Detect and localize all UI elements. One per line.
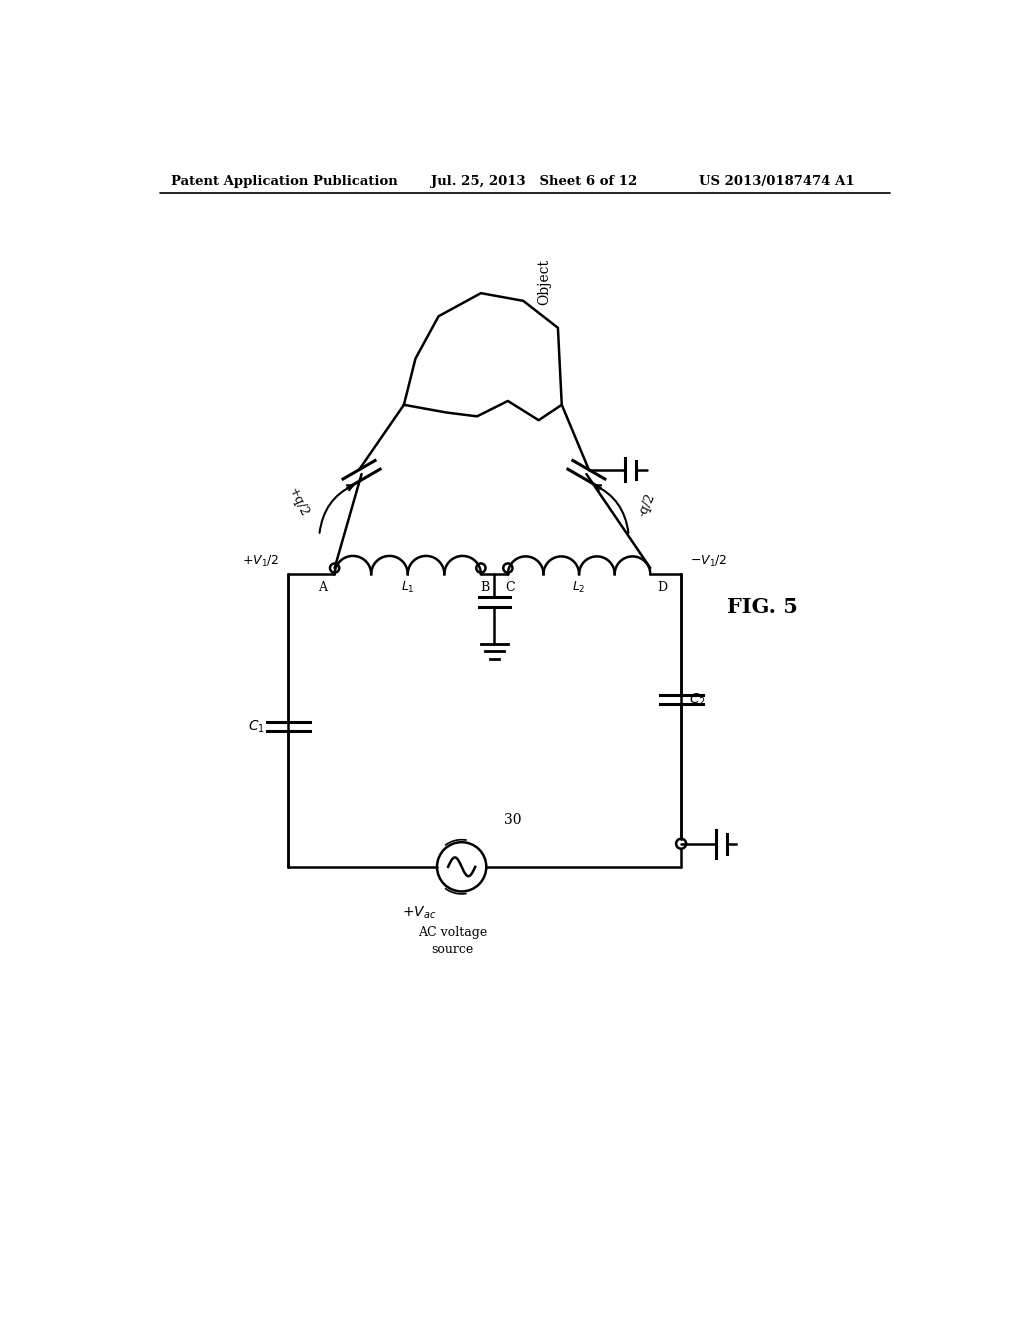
Text: $+V_1/2$: $+V_1/2$	[242, 554, 280, 569]
Text: D: D	[656, 581, 667, 594]
Text: Jul. 25, 2013   Sheet 6 of 12: Jul. 25, 2013 Sheet 6 of 12	[431, 176, 637, 187]
Text: source: source	[431, 942, 473, 956]
Text: $C_2$: $C_2$	[689, 692, 706, 708]
Text: 30: 30	[504, 813, 521, 828]
Text: C: C	[506, 581, 515, 594]
Text: A: A	[318, 581, 328, 594]
Text: AC voltage: AC voltage	[418, 927, 487, 939]
Text: $L_2$: $L_2$	[572, 581, 586, 595]
Text: Object: Object	[538, 259, 551, 305]
Text: Patent Application Publication: Patent Application Publication	[171, 176, 397, 187]
Text: $C_1$: $C_1$	[248, 718, 264, 735]
Text: US 2013/0187474 A1: US 2013/0187474 A1	[698, 176, 854, 187]
Text: +q/2: +q/2	[286, 486, 311, 520]
Text: -q/2: -q/2	[636, 492, 657, 520]
Text: $-V_1/2$: $-V_1/2$	[690, 554, 728, 569]
Text: $+V_{ac}$: $+V_{ac}$	[402, 904, 436, 921]
Text: FIG. 5: FIG. 5	[726, 597, 798, 616]
Text: B: B	[480, 581, 489, 594]
Text: $L_1$: $L_1$	[401, 581, 415, 595]
